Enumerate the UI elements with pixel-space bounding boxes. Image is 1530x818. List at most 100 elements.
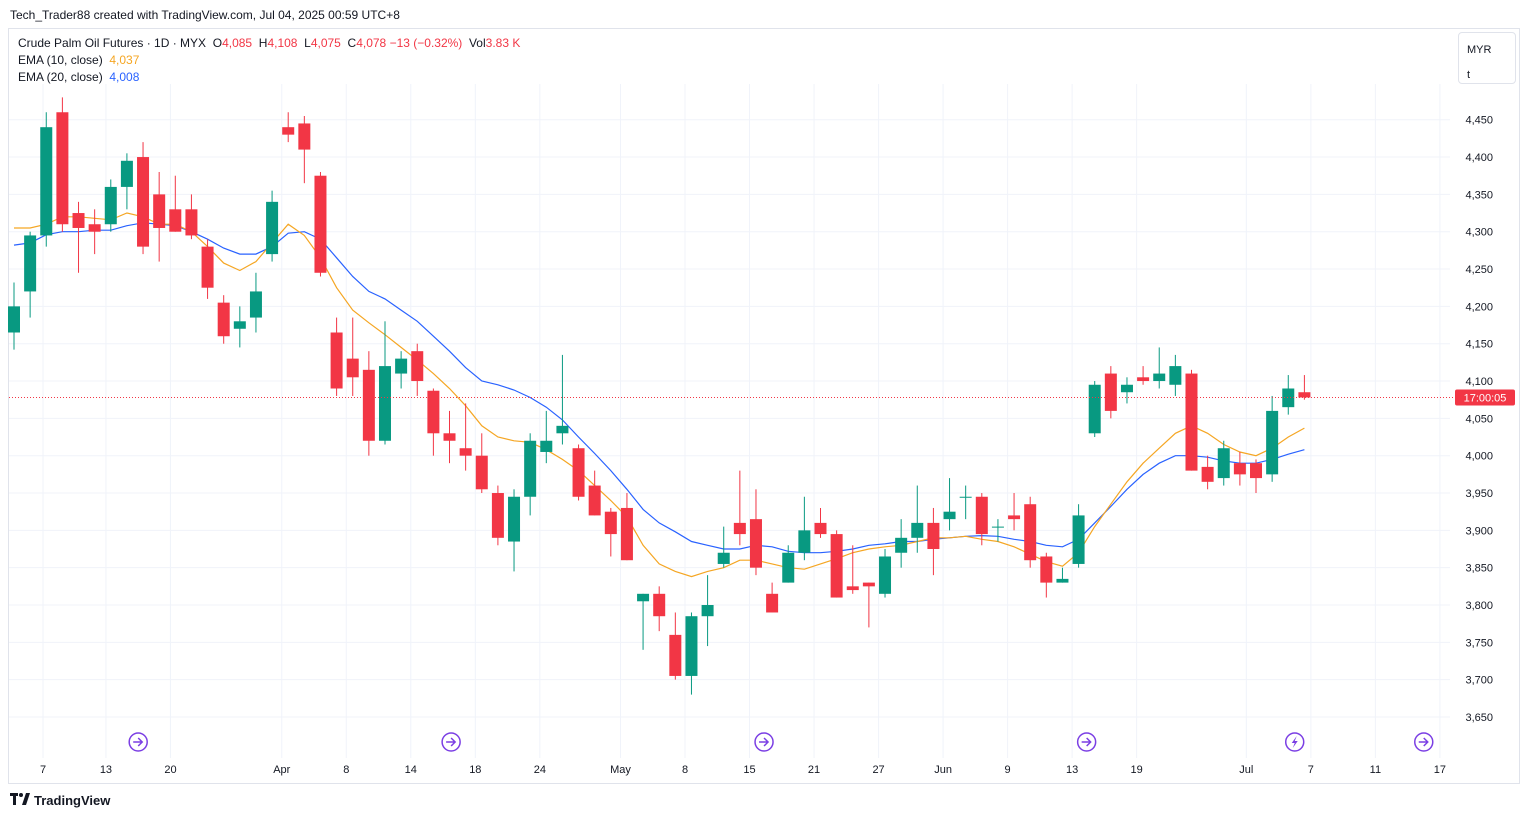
ema20-row[interactable]: EMA (20, close) 4,008 bbox=[18, 69, 520, 86]
currency-label: MYR bbox=[1467, 44, 1492, 56]
ema10-row[interactable]: EMA (10, close) 4,037 bbox=[18, 52, 520, 69]
candle-down bbox=[1233, 451, 1246, 486]
candle-down bbox=[72, 201, 85, 273]
candle-body bbox=[282, 127, 295, 135]
candle-body bbox=[1153, 373, 1166, 382]
candle-body bbox=[895, 537, 908, 553]
candle-body bbox=[201, 246, 214, 288]
candle-body bbox=[911, 522, 924, 538]
candle-body bbox=[443, 433, 456, 441]
chart-frame[interactable] bbox=[8, 28, 1520, 784]
open-label: O bbox=[212, 36, 223, 50]
candle-body bbox=[104, 186, 117, 225]
time-tick-label: 7 bbox=[40, 764, 46, 776]
candle-down bbox=[314, 171, 327, 277]
candle-body bbox=[1169, 366, 1182, 385]
currency-unit-selector[interactable]: MYR t bbox=[1458, 32, 1516, 84]
ema20-layer bbox=[13, 222, 1305, 554]
price-tick-label: 4,300 bbox=[1465, 227, 1493, 239]
candle-body bbox=[959, 496, 972, 498]
ohlc-row: Crude Palm Oil Futures · 1D · MYX O4,085… bbox=[18, 35, 520, 52]
candle-body bbox=[653, 593, 666, 617]
ema10-layer bbox=[14, 212, 1305, 578]
candle-up bbox=[40, 112, 53, 247]
ema10-value: 4,037 bbox=[109, 53, 140, 67]
price-tick-label: 3,750 bbox=[1465, 637, 1493, 649]
time-tick-label: 17 bbox=[1434, 764, 1446, 776]
time-axis: 7 13 20 Apr 8 14 18 24 May 8 15 21 27 Jun 9 13 19 Jul 7 11 1… bbox=[40, 764, 1446, 776]
candle-up bbox=[1153, 347, 1166, 389]
candle-down bbox=[137, 142, 150, 255]
candle-up bbox=[1072, 504, 1085, 568]
time-tick-label: 9 bbox=[1005, 764, 1011, 776]
candle-body bbox=[766, 593, 779, 613]
candle-body bbox=[330, 332, 343, 389]
unit-label: t bbox=[1467, 69, 1471, 81]
close-value: 4,078 bbox=[356, 36, 387, 50]
candle-up bbox=[24, 231, 37, 318]
candle-body bbox=[475, 455, 488, 490]
time-tick-label: 18 bbox=[469, 764, 481, 776]
candle-body bbox=[749, 519, 762, 568]
candle-body bbox=[1120, 384, 1133, 393]
price-tag-layer: 17:00:05 bbox=[1455, 389, 1515, 406]
candle-up bbox=[104, 179, 117, 232]
candle-up bbox=[1056, 567, 1069, 583]
earnings-event-icon[interactable] bbox=[1414, 732, 1434, 752]
candle-body bbox=[459, 448, 472, 456]
candle-down bbox=[653, 586, 666, 632]
candle-body bbox=[991, 526, 1004, 528]
price-tick-label: 3,950 bbox=[1465, 488, 1493, 500]
high-value: 4,108 bbox=[267, 36, 298, 50]
arrow-right-icon bbox=[1081, 737, 1092, 747]
symbol-label[interactable]: Crude Palm Oil Futures · 1D · MYX bbox=[18, 36, 207, 50]
candle-up bbox=[249, 272, 262, 333]
candle-body bbox=[1266, 410, 1279, 475]
ema20-value: 4,008 bbox=[109, 70, 140, 84]
candle-body bbox=[733, 522, 746, 535]
candle-body bbox=[1185, 373, 1198, 471]
earnings-event-icon[interactable] bbox=[128, 732, 148, 752]
earnings-event-icon[interactable] bbox=[441, 732, 461, 752]
candle-body bbox=[120, 160, 133, 187]
candle-down bbox=[766, 582, 779, 613]
price-tick-label: 3,900 bbox=[1465, 525, 1493, 537]
candle-body bbox=[669, 634, 682, 676]
candle-body bbox=[572, 448, 585, 497]
time-tick-label: 14 bbox=[405, 764, 417, 776]
price-tick-label: 3,850 bbox=[1465, 563, 1493, 575]
open-value: 4,085 bbox=[222, 36, 253, 50]
dividend-event-icon[interactable] bbox=[1284, 732, 1305, 752]
earnings-event-icon[interactable] bbox=[1076, 732, 1097, 752]
price-tick-label: 4,050 bbox=[1465, 413, 1493, 425]
volume-label: Vol bbox=[468, 36, 486, 50]
candle-body bbox=[830, 534, 843, 598]
candle-up bbox=[1169, 354, 1182, 396]
candle-down bbox=[201, 239, 214, 299]
candle-down bbox=[475, 433, 488, 494]
earnings-event-icon[interactable] bbox=[754, 732, 774, 752]
tradingview-logo[interactable]: TradingView bbox=[10, 792, 110, 808]
candle-down bbox=[1201, 455, 1214, 490]
candle-body bbox=[378, 366, 391, 441]
candle-down bbox=[749, 489, 762, 576]
candle-down bbox=[491, 485, 504, 546]
candle-body bbox=[685, 616, 698, 676]
candle-up bbox=[895, 519, 908, 568]
time-tick-label: 8 bbox=[682, 764, 688, 776]
ema20-line bbox=[13, 222, 1305, 554]
price-tag-box bbox=[1455, 389, 1515, 406]
price-tick-label: 4,450 bbox=[1465, 115, 1493, 127]
candle-up bbox=[378, 321, 391, 445]
candle-up bbox=[782, 545, 795, 583]
candle-body bbox=[88, 224, 101, 232]
candle-down bbox=[459, 403, 472, 471]
time-tick-label: Jun bbox=[934, 764, 952, 776]
candle-body bbox=[846, 586, 859, 591]
candle-body bbox=[1008, 515, 1021, 520]
event-markers bbox=[128, 732, 1434, 752]
arrow-right-icon bbox=[759, 737, 770, 747]
arrow-right-icon bbox=[1418, 737, 1429, 747]
price-tick-label: 4,250 bbox=[1465, 264, 1493, 276]
